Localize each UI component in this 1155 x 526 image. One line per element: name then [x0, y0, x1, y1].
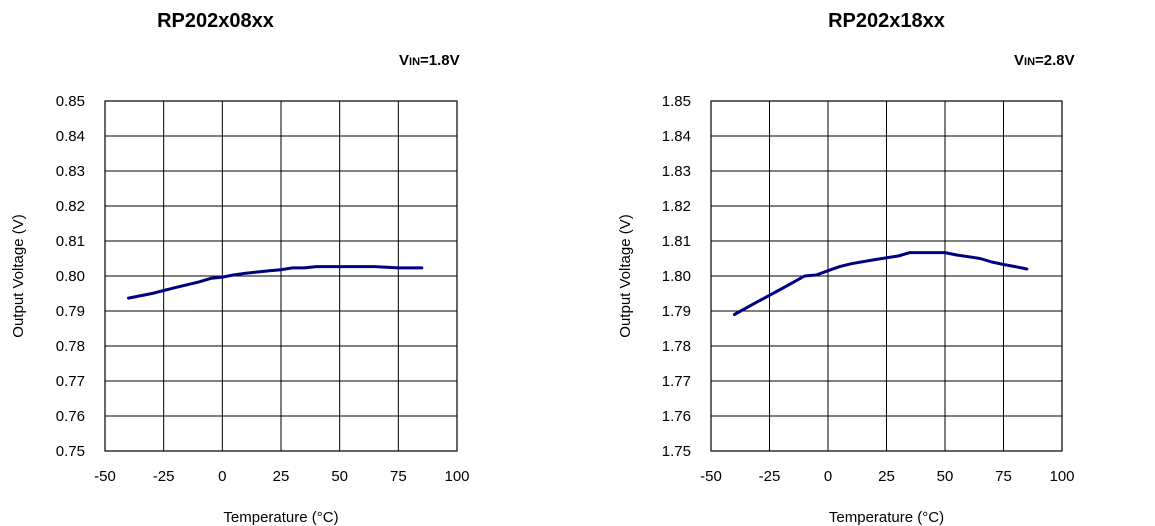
chart-title: RP202x08xx: [157, 10, 274, 32]
input-voltage-condition: VIN=1.8V: [399, 52, 460, 69]
y-tick-label: 0.84: [56, 128, 85, 145]
x-tick-label: 100: [444, 468, 469, 485]
y-tick-label: 1.85: [662, 93, 691, 110]
x-tick-label: 100: [1049, 468, 1074, 485]
y-tick-label: 0.82: [56, 198, 85, 215]
series-line: [127, 265, 424, 300]
y-axis-label: Output Voltage (V): [617, 214, 634, 337]
y-tick-label: 1.78: [662, 338, 691, 355]
y-tick-label: 1.75: [662, 443, 691, 460]
output-voltage-chart: -50 -25 0 25 50 75 100 1.75 1.76 1.77 1.78 1.79 1.80…: [617, 93, 1075, 526]
condition-subscript: IN: [1024, 56, 1036, 68]
y-tick-label: 1.77: [662, 373, 691, 390]
y-tick-label: 0.76: [56, 408, 85, 425]
y-tick-label: 0.83: [56, 163, 85, 180]
y-tick-label: 1.79: [662, 303, 691, 320]
chart-panel-rp202x18xx: RP202x18xx VIN=2.8V -50 -25 0 25 50 75 100 1.75…: [578, 0, 1155, 526]
y-tick-label: 0.79: [56, 303, 85, 320]
y-tick-label: 1.83: [662, 163, 691, 180]
x-tick-label: -50: [700, 468, 722, 485]
x-tick-label: -25: [759, 468, 781, 485]
x-tick-label: 75: [390, 468, 407, 485]
x-tick-label: -25: [153, 468, 175, 485]
y-tick-label: 0.78: [56, 338, 85, 355]
chart-panel-rp202x08xx: RP202x08xx VIN=1.8V -50 -25 0 25 50 75 100 0.75…: [0, 0, 577, 526]
y-tick-label: 1.84: [662, 128, 691, 145]
output-voltage-chart: -50 -25 0 25 50 75 100 0.75 0.76 0.77 0.78 0.79 0.80…: [10, 93, 470, 526]
plot-frame: [104, 100, 458, 452]
y-tick-label: 1.82: [662, 198, 691, 215]
y-tick-label: 0.75: [56, 443, 85, 460]
x-tick-label: 0: [218, 468, 226, 485]
y-tick-label: 1.76: [662, 408, 691, 425]
x-tick-label: 50: [937, 468, 954, 485]
x-tick-label: 50: [331, 468, 348, 485]
x-axis-label: Temperature (°C): [829, 509, 944, 526]
grid-lines: [711, 101, 1062, 451]
condition-prefix: V: [1014, 52, 1025, 69]
x-axis-label: Temperature (°C): [223, 509, 338, 526]
condition-prefix: V: [399, 52, 410, 69]
chart-title: RP202x18xx: [828, 10, 945, 32]
y-tick-label: 0.85: [56, 93, 85, 110]
x-tick-label: -50: [94, 468, 116, 485]
x-tick-label: 25: [273, 468, 290, 485]
y-tick-label: 0.77: [56, 373, 85, 390]
condition-value: =2.8V: [1035, 52, 1075, 69]
y-tick-label: 0.80: [56, 268, 85, 285]
series-line: [732, 251, 1029, 316]
grid-lines: [105, 101, 457, 451]
y-tick-label: 1.80: [662, 268, 691, 285]
plot-frame: [710, 100, 1063, 452]
condition-value: =1.8V: [420, 52, 460, 69]
x-tick-label: 25: [878, 468, 895, 485]
condition-subscript: IN: [409, 56, 421, 68]
x-tick-label: 75: [995, 468, 1012, 485]
y-tick-label: 0.81: [56, 233, 85, 250]
y-tick-label: 1.81: [662, 233, 691, 250]
y-axis-label: Output Voltage (V): [10, 214, 27, 337]
input-voltage-condition: VIN=2.8V: [1014, 52, 1075, 69]
x-tick-label: 0: [824, 468, 832, 485]
